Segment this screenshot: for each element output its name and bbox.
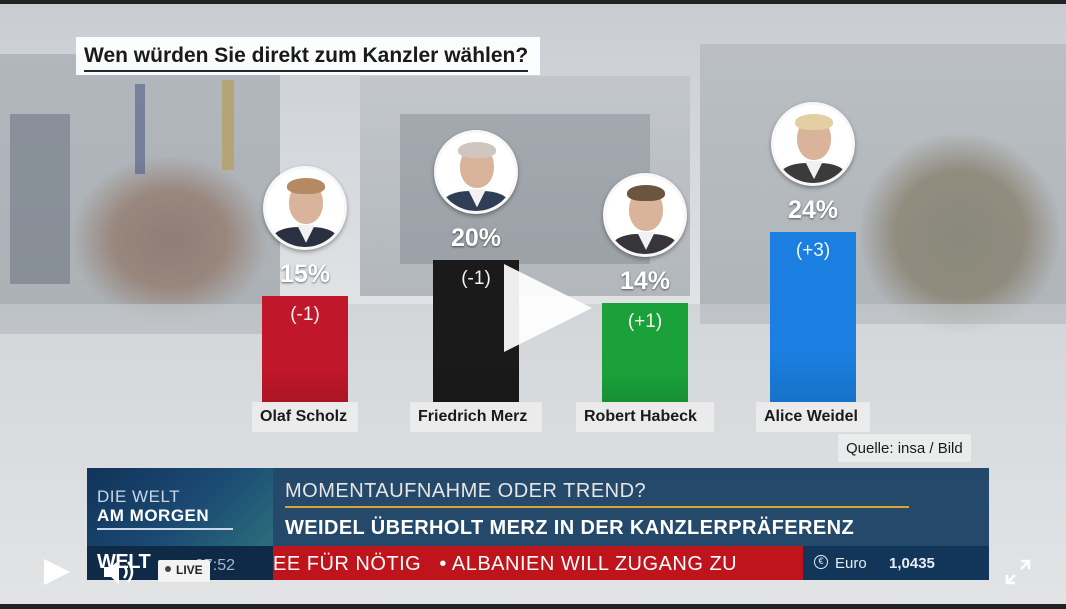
headline-rule [285,506,909,508]
background-window-left [10,114,70,284]
background-flag [222,80,234,170]
bar-value-label: 24% [787,196,839,225]
avatar-hair [287,177,325,194]
background-trees-right [860,134,1060,334]
candidate-name-label: Robert Habeck [576,402,714,432]
chart-source: Quelle: insa / Bild [838,434,971,462]
volume-icon[interactable] [100,556,140,588]
bar-change-label: (-1) [461,268,491,290]
fullscreen-icon[interactable] [1004,558,1032,586]
avatar-hair [795,114,833,131]
candidate-name-label: Olaf Scholz [252,402,358,432]
candidate-avatar [603,172,687,257]
headline-text: WEIDEL ÜBERHOLT MERZ IN DER KANZLERPRÄFE… [285,517,855,539]
player-controls: LIVE [0,540,1066,609]
live-badge[interactable]: LIVE [158,560,210,582]
video-frame: Wen würden Sie direkt zum Kanzler wählen… [0,4,1066,604]
chart-bar: (+1) [602,302,688,402]
avatar-hair [627,184,665,201]
headline-kicker: MOMENTAUFNAHME ODER TREND? [285,480,647,502]
chart-title: Wen würden Sie direkt zum Kanzler wählen… [76,37,541,75]
candidate-name-label: Alice Weidel [756,402,870,432]
candidate-avatar [434,130,518,215]
chart-title-underline [84,70,529,72]
headline-box: MOMENTAUFNAHME ODER TREND? WEIDEL ÜBERHO… [273,468,989,546]
show-name-line1: DIE WELT [97,487,181,506]
market-label: Euro [835,555,867,572]
bar-value-label: 14% [619,266,671,295]
avatar-hair [458,142,496,159]
candidate-avatar [263,165,347,250]
chart-title-text: Wen würden Sie direkt zum Kanzler wählen… [84,44,529,67]
live-label: LIVE [176,563,203,577]
news-ticker: EE FÜR NÖTIG • ALBANIEN WILL ZUGANG ZU [273,546,803,580]
show-name-underline [97,528,233,530]
ticker-text: EE FÜR NÖTIG • ALBANIEN WILL ZUGANG ZU [273,553,738,575]
background-flag [135,84,145,174]
play-icon[interactable] [40,557,74,587]
bar-value-label: 20% [450,224,502,253]
show-branding: DIE WELT AM MORGEN [87,468,273,546]
candidate-avatar [771,102,855,187]
currency-icon: € [814,555,828,569]
chart-bar: (+3) [770,232,856,402]
bar-change-label: (-1) [290,303,320,325]
bar-change-label: (+3) [795,240,831,262]
big-play-icon[interactable] [500,262,594,354]
show-name-line2: AM MORGEN [97,506,210,525]
background-trees-left [70,154,270,324]
bar-value-label: 15% [279,259,331,288]
candidate-name-label: Friedrich Merz [410,402,542,432]
market-ticker: € Euro 1,0435 [803,546,989,580]
live-dot-icon [165,566,171,572]
market-value: 1,0435 [889,555,935,572]
bar-change-label: (+1) [627,310,663,332]
chart-bar: (-1) [262,295,348,402]
